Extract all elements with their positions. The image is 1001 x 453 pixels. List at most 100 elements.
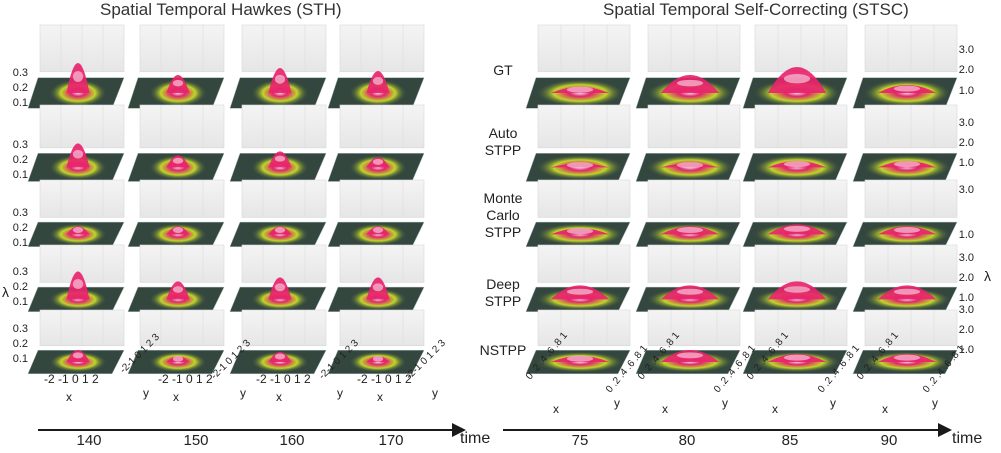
right-time-axis xyxy=(503,429,943,431)
left-tick: 0.1 xyxy=(12,237,28,249)
right-tick: 2.0 xyxy=(958,272,974,284)
right-time-arrowhead xyxy=(938,423,952,437)
row-label-line: Monte xyxy=(483,190,523,206)
right-x-label: x xyxy=(772,402,778,416)
surface-highlight xyxy=(783,354,811,361)
left-tick: 0.3 xyxy=(12,139,28,151)
surface-highlight xyxy=(566,162,594,169)
right-tick: 3.0 xyxy=(958,44,974,56)
right-tick: 3.0 xyxy=(958,117,974,129)
surface-highlight xyxy=(372,158,384,165)
right-tick: 1.0 xyxy=(958,344,974,356)
right-tick: 3.0 xyxy=(958,184,974,196)
left-x-ticks: -2 -1 0 1 2 xyxy=(357,372,412,386)
left-x-ticks: -2 -1 0 1 2 xyxy=(256,372,311,386)
left-x-ticks: -2 -1 0 1 2 xyxy=(158,372,213,386)
right-x-label: x xyxy=(553,402,559,416)
surface-highlight xyxy=(372,283,384,292)
right-x-label: x xyxy=(882,402,888,416)
left-tick: 0.1 xyxy=(12,296,28,308)
time-160: 160 xyxy=(279,432,305,449)
right-time-label: time xyxy=(952,430,983,447)
surface-highlight xyxy=(566,355,594,362)
left-lambda-label: λ xyxy=(2,284,9,300)
right-tick: 1.0 xyxy=(958,292,974,304)
right-y-label: y xyxy=(614,396,620,410)
surface-highlight xyxy=(274,74,286,84)
left-tick: 0.2 xyxy=(12,222,28,234)
left-tick: 0.1 xyxy=(12,353,28,365)
right-tick: 2.0 xyxy=(958,324,974,336)
left-tick: 0.3 xyxy=(12,67,28,79)
surface-highlight xyxy=(893,354,921,361)
surface-glow xyxy=(251,288,309,311)
left-time-label: time xyxy=(460,430,491,447)
surface-highlight xyxy=(72,278,84,290)
row-label-auto-stpp: Auto STPP xyxy=(478,125,528,159)
row-label-line: STPP xyxy=(484,142,522,158)
time-150: 150 xyxy=(183,432,209,449)
surface-highlight xyxy=(72,227,84,233)
left-tick: 0.2 xyxy=(12,338,28,350)
left-tick: 0.1 xyxy=(12,97,28,109)
right-y-label: y xyxy=(932,396,938,410)
left-title: Spatial Temporal Hawkes (STH) xyxy=(100,0,342,19)
surface-highlight xyxy=(893,227,921,233)
time-75: 75 xyxy=(571,432,589,449)
right-tick: 3.0 xyxy=(958,252,974,264)
surface-highlight xyxy=(372,76,384,85)
left-tick: 0.3 xyxy=(12,266,28,278)
left-x-label: x xyxy=(377,390,383,404)
surface-highlight xyxy=(893,161,921,168)
left-y-label: y xyxy=(143,386,149,400)
left-tick: 0.3 xyxy=(12,207,28,219)
surface-highlight xyxy=(274,353,286,360)
surface-highlight xyxy=(676,79,704,87)
row-label-deep-stpp: Deep STPP xyxy=(478,276,528,310)
surface-highlight xyxy=(172,355,184,362)
surface-highlight xyxy=(783,286,811,293)
time-85: 85 xyxy=(781,432,799,449)
time-80: 80 xyxy=(678,432,696,449)
right-y-label: y xyxy=(722,396,728,410)
surface-highlight xyxy=(676,288,704,295)
right-y-label: y xyxy=(830,396,836,410)
left-time-arrowhead xyxy=(452,423,466,437)
surface-highlight xyxy=(372,227,384,233)
left-x-ticks: -2 -1 0 1 2 xyxy=(44,372,99,386)
surface-highlight xyxy=(274,283,286,292)
left-tick: 0.2 xyxy=(12,154,28,166)
surface-highlight xyxy=(783,225,811,232)
left-x-label: x xyxy=(66,390,72,404)
surface-highlight xyxy=(566,86,594,93)
surface-highlight xyxy=(172,286,184,293)
surface-glow xyxy=(349,288,407,311)
left-tick: 0.3 xyxy=(12,323,28,335)
surface-highlight xyxy=(676,352,704,359)
row-label-gt: GT xyxy=(478,62,528,79)
row-label-line: NSTPP xyxy=(479,342,527,358)
right-tick: 1.0 xyxy=(958,229,974,241)
right-tick: 2.0 xyxy=(958,137,974,149)
left-y-label: y xyxy=(432,386,438,400)
surface-highlight xyxy=(566,288,594,295)
row-label-line: Carlo xyxy=(486,207,520,223)
surface-highlight xyxy=(783,161,811,168)
surface-highlight xyxy=(172,227,184,233)
left-tick: 0.2 xyxy=(12,281,28,293)
surface-highlight xyxy=(72,71,84,82)
surface-highlight xyxy=(893,85,921,92)
row-label-line: STPP xyxy=(484,293,522,309)
row-label-line: GT xyxy=(493,62,513,78)
row-label-monte-carlo-stpp: Monte Carlo STPP xyxy=(478,190,528,241)
time-140: 140 xyxy=(76,432,102,449)
right-tick: 1.0 xyxy=(958,157,974,169)
surface-highlight xyxy=(274,227,286,233)
left-y-label: y xyxy=(337,386,343,400)
row-label-line: Deep xyxy=(486,276,520,292)
surface-highlight xyxy=(372,355,384,362)
left-x-label: x xyxy=(276,390,282,404)
right-tick: 2.0 xyxy=(958,64,974,76)
surface-glow xyxy=(149,288,207,311)
